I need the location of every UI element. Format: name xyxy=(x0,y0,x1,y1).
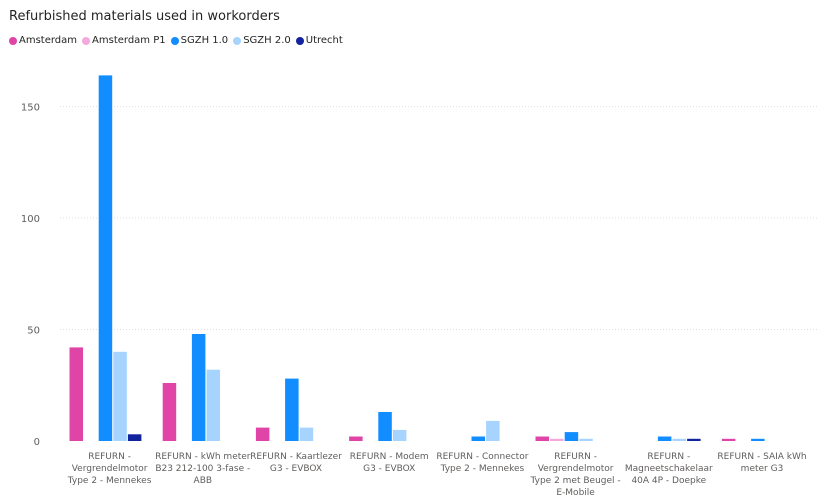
legend-marker-icon xyxy=(82,36,91,45)
bar[interactable] xyxy=(550,438,564,441)
legend-label: SGZH 2.0 xyxy=(243,35,291,46)
bar[interactable] xyxy=(378,412,392,441)
bar[interactable] xyxy=(687,438,701,441)
bar[interactable] xyxy=(657,436,672,442)
legend-label: SGZH 1.0 xyxy=(180,35,229,46)
legend-label: Amsterdam xyxy=(19,35,78,46)
x-category-label: REFURN - SAIA kWh meter G3 xyxy=(717,452,806,474)
chart-title: Refurbished materials used in workorders xyxy=(9,9,280,24)
y-tick-label: 0 xyxy=(34,437,40,448)
bar[interactable] xyxy=(162,383,177,441)
bar[interactable] xyxy=(349,436,363,442)
legend-item[interactable]: Amsterdam P1 xyxy=(82,35,166,46)
y-tick-label: 100 xyxy=(21,214,40,225)
bar[interactable] xyxy=(721,438,736,441)
y-tick-label: 150 xyxy=(21,103,40,114)
x-category-label: REFURN - kWh meter B23 212-100 3-fase -AB… xyxy=(155,452,251,486)
legend-item[interactable]: SGZH 2.0 xyxy=(233,35,291,46)
bar[interactable] xyxy=(206,369,221,441)
legend-marker-icon xyxy=(170,36,179,45)
bar[interactable] xyxy=(127,434,142,441)
legend-marker-icon xyxy=(9,36,17,45)
x-category-label: REFURN -Vergrendelmotor Type 2 - Mennekes xyxy=(67,452,152,486)
bar[interactable] xyxy=(672,438,687,441)
bar[interactable] xyxy=(98,75,113,442)
legend: Amsterdam Amsterdam P1 SGZH 1.0 SGZH 2.0 Utr… xyxy=(9,35,348,46)
bar[interactable] xyxy=(191,334,206,441)
bar[interactable] xyxy=(579,438,593,441)
bar[interactable] xyxy=(535,436,550,442)
legend-item[interactable]: Amsterdam xyxy=(9,35,77,46)
bar[interactable] xyxy=(751,438,765,441)
legend-item[interactable]: Utrecht xyxy=(295,35,343,46)
bar[interactable] xyxy=(299,427,314,441)
bar[interactable] xyxy=(113,351,127,441)
bar[interactable] xyxy=(392,429,407,441)
bar[interactable] xyxy=(69,347,84,441)
legend-marker-icon xyxy=(233,36,242,45)
bar[interactable] xyxy=(255,427,270,441)
legend-marker-icon xyxy=(295,36,304,45)
x-category-label: REFURN -Vergrendelmotor Type 2 met Beugel… xyxy=(530,452,621,497)
y-tick-label: 50 xyxy=(27,326,40,337)
bar[interactable] xyxy=(564,432,579,441)
bar[interactable] xyxy=(471,436,486,442)
legend-label: Utrecht xyxy=(305,35,343,46)
legend-item[interactable]: SGZH 1.0 xyxy=(170,35,229,46)
x-category-label: REFURN - Kaartlezer G3 - EVBOX xyxy=(250,452,342,474)
legend-label: Amsterdam P1 xyxy=(92,35,166,46)
x-category-label: REFURN - Connector Type 2 - Mennekes xyxy=(436,452,528,474)
x-category-label: REFURN -Magneetschakelaar 40A 4P - Doepke xyxy=(625,452,713,486)
x-category-label: REFURN - Modem G3 - EVBOX xyxy=(350,452,429,474)
bar[interactable] xyxy=(285,378,299,441)
bar[interactable] xyxy=(486,420,500,441)
